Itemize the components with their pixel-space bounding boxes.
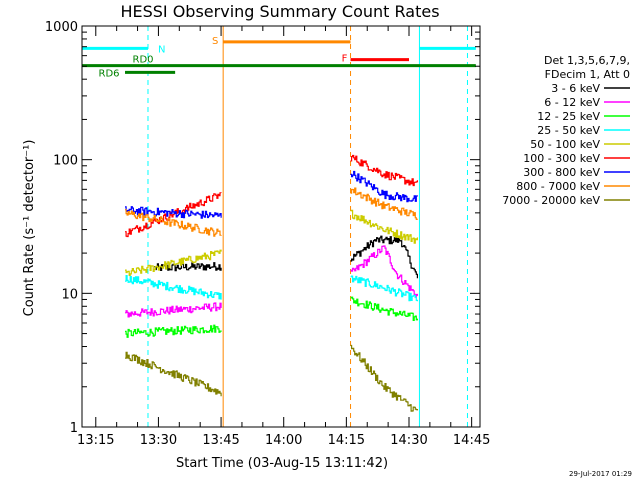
legend-entry-4: 25 - 50 keV: [537, 124, 600, 137]
x-tick-label: 14:00: [265, 433, 302, 448]
series-2-segment-2: [350, 245, 418, 298]
status-label-f: F: [342, 54, 348, 65]
page-title: HESSI Observing Summary Count Rates: [120, 2, 440, 21]
status-label-rd6: RD6: [99, 68, 120, 79]
series-9-segment-2: [350, 344, 418, 412]
series-2-segment-1: [125, 302, 222, 318]
x-tick-label: 13:45: [202, 433, 239, 448]
plot-area: N S F RD0 RD6: [81, 26, 476, 427]
legend-header-1: Det 1,3,5,6,7,9,: [544, 54, 630, 67]
series-6-segment-2: [350, 154, 418, 187]
plot-frame: [81, 25, 481, 428]
x-tick-label: 13:30: [140, 433, 177, 448]
legend: Det 1,3,5,6,7,9,FDecim 1, Att 03 - 6 keV…: [502, 54, 630, 207]
status-label-s: S: [212, 36, 218, 47]
series-8-segment-2: [350, 187, 418, 220]
x-tick-label: 14:45: [453, 433, 490, 448]
axes: 1 10 100 1000 13:15 13:30 13:45 14:00 14:15 14:30…: [45, 20, 490, 448]
legend-entry-6: 100 - 300 keV: [523, 152, 600, 165]
series-7-segment-1: [125, 206, 222, 219]
y-tick-label: 1000: [45, 20, 78, 35]
y-axis-label: Count Rate (s⁻¹ detector⁻¹): [22, 140, 37, 317]
series-9-segment-1: [125, 351, 222, 397]
legend-entry-1: 3 - 6 keV: [551, 82, 600, 95]
status-label-rd0: RD0: [133, 55, 154, 66]
legend-entry-3: 12 - 25 keV: [537, 110, 600, 123]
series-6-segment-1: [125, 192, 222, 238]
legend-entry-9: 7000 - 20000 keV: [502, 194, 600, 207]
x-tick-label: 14:30: [390, 433, 427, 448]
legend-entry-2: 6 - 12 keV: [544, 96, 600, 109]
series-4-segment-1: [125, 275, 222, 300]
legend-entry-8: 800 - 7000 keV: [516, 180, 600, 193]
x-tick-label: 14:15: [328, 433, 365, 448]
y-tick-label: 10: [61, 287, 78, 302]
status-label-n: N: [158, 44, 165, 55]
legend-header-2: FDecim 1, Att 0: [545, 68, 630, 81]
footer-date: 29-Jul-2017 01:29: [568, 470, 632, 478]
y-tick-label: 100: [53, 154, 78, 169]
x-axis-label: Start Time (03-Aug-15 13:11:42): [176, 456, 388, 471]
legend-entry-7: 300 - 800 keV: [523, 166, 600, 179]
legend-entry-5: 50 - 100 keV: [530, 138, 600, 151]
y-tick-label: 1: [70, 421, 78, 436]
series-3-segment-1: [125, 324, 222, 338]
series-5-segment-1: [125, 249, 222, 276]
series-7-segment-2: [350, 170, 418, 203]
x-tick-label: 13:15: [77, 433, 114, 448]
series-8-segment-1: [125, 209, 222, 237]
series-5-segment-2: [350, 209, 418, 244]
series-1-segment-2: [350, 235, 418, 279]
series-3-segment-2: [350, 296, 418, 321]
series-4-segment-2: [350, 275, 418, 302]
